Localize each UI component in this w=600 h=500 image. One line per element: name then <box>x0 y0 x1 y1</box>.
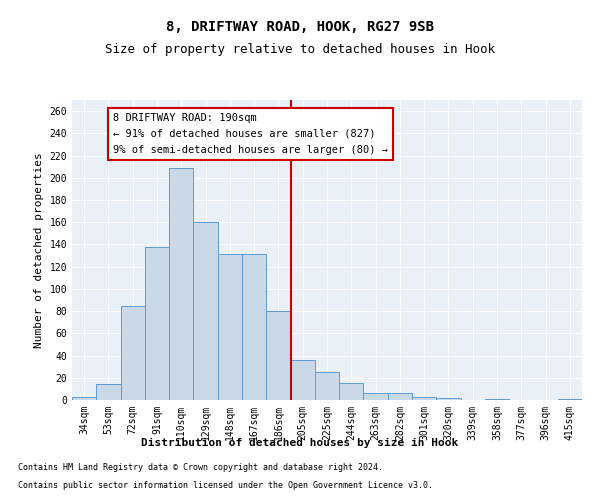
Bar <box>364 394 388 400</box>
Text: Contains public sector information licensed under the Open Government Licence v3: Contains public sector information licen… <box>18 481 433 490</box>
Bar <box>96 384 121 400</box>
Bar <box>388 394 412 400</box>
Bar <box>266 311 290 400</box>
Bar <box>339 384 364 400</box>
Bar <box>558 399 582 400</box>
Bar <box>315 372 339 400</box>
Bar <box>72 396 96 400</box>
Bar <box>412 396 436 400</box>
Text: Contains HM Land Registry data © Crown copyright and database right 2024.: Contains HM Land Registry data © Crown c… <box>18 464 383 472</box>
Bar <box>436 398 461 400</box>
Text: 8, DRIFTWAY ROAD, HOOK, RG27 9SB: 8, DRIFTWAY ROAD, HOOK, RG27 9SB <box>166 20 434 34</box>
Bar <box>169 168 193 400</box>
Bar <box>290 360 315 400</box>
Text: Distribution of detached houses by size in Hook: Distribution of detached houses by size … <box>142 438 458 448</box>
Bar <box>145 246 169 400</box>
Bar <box>485 399 509 400</box>
Text: Size of property relative to detached houses in Hook: Size of property relative to detached ho… <box>105 42 495 56</box>
Bar <box>218 254 242 400</box>
Bar <box>193 222 218 400</box>
Text: 8 DRIFTWAY ROAD: 190sqm
← 91% of detached houses are smaller (827)
9% of semi-de: 8 DRIFTWAY ROAD: 190sqm ← 91% of detache… <box>113 114 388 154</box>
Y-axis label: Number of detached properties: Number of detached properties <box>34 152 44 348</box>
Bar <box>121 306 145 400</box>
Bar <box>242 254 266 400</box>
